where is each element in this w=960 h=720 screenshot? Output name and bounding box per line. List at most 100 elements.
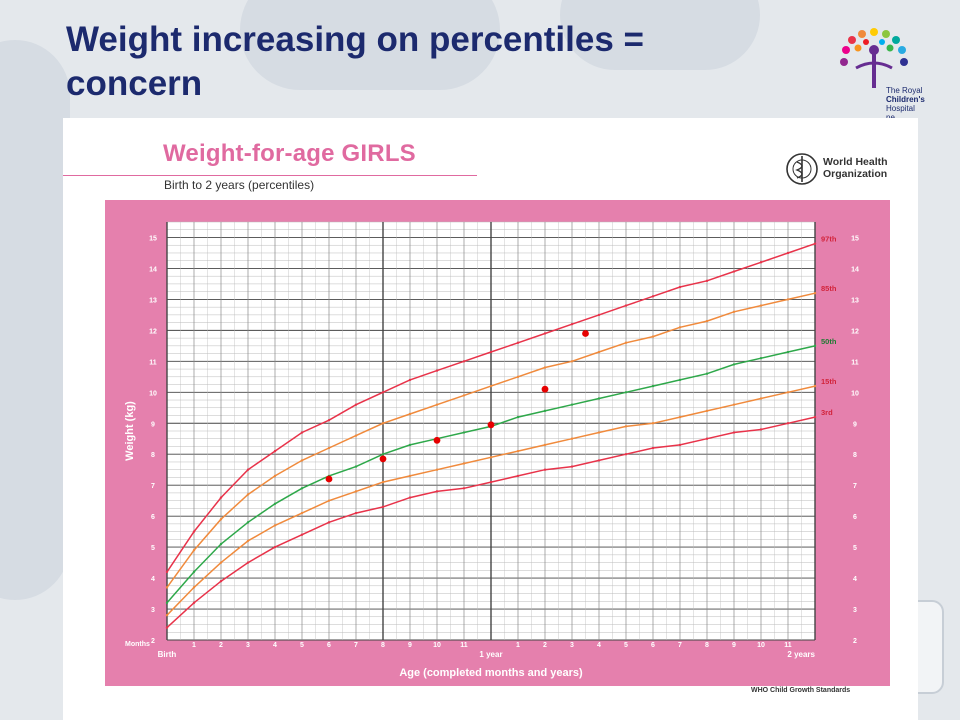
percentile-marker — [300, 533, 304, 536]
percentile-marker — [678, 378, 682, 382]
x-tick-label: 1 — [516, 642, 520, 649]
percentile-marker — [678, 285, 682, 289]
y-tick-label: 3 — [151, 607, 155, 614]
percentile-marker — [705, 437, 709, 440]
percentile-marker — [759, 261, 763, 264]
title-divider — [63, 175, 477, 176]
percentile-marker — [678, 443, 682, 447]
percentile-marker — [354, 434, 358, 437]
measurement-point — [487, 421, 495, 429]
y-tick-label: 7 — [151, 483, 155, 490]
chart-title: Weight-for-age GIRLS — [163, 140, 416, 167]
percentile-marker — [543, 332, 547, 335]
footer-note: WHO Child Growth Standards — [751, 687, 851, 694]
plotted-points — [325, 330, 589, 483]
percentile-marker — [408, 443, 412, 447]
y-tick-label: 13 — [149, 297, 157, 304]
percentile-marker — [219, 579, 223, 583]
y-tick-label: 15 — [149, 235, 157, 242]
percentile-marker — [246, 493, 250, 496]
percentile-marker — [786, 251, 790, 255]
percentile-marker — [408, 412, 412, 416]
percentile-marker — [165, 626, 169, 629]
y-tick-label-right: 5 — [853, 545, 857, 552]
measurement-point — [433, 436, 441, 444]
percentile-marker — [651, 422, 655, 425]
x-tick-label: 3 — [570, 642, 574, 649]
percentile-marker — [219, 561, 223, 564]
percentile-marker — [462, 487, 466, 490]
growth-chart: 97th 85th 50th 15th 3rd 2 2 3 3 4 4 5 5 6 6 7 7 8 8 9 9 10 10… — [105, 200, 890, 686]
x-tick-label: 10 — [433, 642, 441, 649]
percentile-marker — [408, 496, 412, 499]
y-tick-label-right: 2 — [853, 638, 857, 645]
y-tick-label: 14 — [149, 266, 157, 273]
percentile-marker — [327, 499, 331, 502]
percentile-marker — [516, 375, 520, 379]
percentile-marker — [570, 360, 574, 363]
percentile-marker — [705, 319, 709, 323]
percentile-marker — [246, 468, 250, 471]
x-tick-label: 8 — [705, 642, 709, 649]
y-axis-label: Weight (kg) — [124, 401, 136, 461]
percentile-marker — [273, 449, 277, 453]
percentile-marker — [597, 431, 601, 434]
chart-subtitle: Birth to 2 years (percentiles) — [164, 178, 315, 192]
percentile-marker — [597, 313, 601, 317]
y-tick-label: 2 — [151, 638, 155, 645]
percentile-marker — [273, 545, 277, 549]
percentile-marker — [651, 295, 655, 298]
percentile-marker — [759, 428, 763, 431]
background-shape — [560, 0, 760, 70]
percentile-marker — [624, 391, 628, 394]
percentile-marker — [381, 505, 385, 509]
percentile-marker — [327, 418, 331, 422]
percentile-marker — [192, 601, 196, 605]
percentile-marker — [732, 310, 736, 313]
percentile-marker — [219, 518, 223, 521]
percentile-marker — [759, 397, 763, 400]
percentile-marker — [786, 298, 790, 301]
measurement-point — [541, 385, 549, 393]
percentile-marker — [597, 459, 601, 462]
percentile-lines: 97th 85th 50th 15th 3rd — [165, 235, 837, 629]
percentile-marker — [570, 403, 574, 406]
percentile-marker — [813, 344, 817, 348]
percentile-marker — [570, 437, 574, 440]
x-tick-label: 4 — [597, 642, 601, 649]
percentile-marker — [624, 425, 628, 428]
percentile-marker — [246, 561, 250, 564]
percentile-marker — [435, 468, 439, 471]
percentile-marker — [435, 403, 439, 406]
x-tick-label: 9 — [732, 642, 736, 649]
percentile-marker — [543, 366, 547, 369]
x-tick-label: 3 — [246, 642, 250, 649]
percentile-marker — [192, 549, 196, 552]
months-label: Months — [125, 641, 150, 648]
percentile-marker — [300, 431, 304, 434]
percentile-marker — [651, 384, 655, 388]
percentile-marker — [462, 462, 466, 465]
percentile-marker — [516, 474, 520, 478]
percentile-marker — [462, 394, 466, 397]
y-tick-label-right: 7 — [853, 483, 857, 490]
measurement-point — [325, 475, 333, 483]
series-label-97th: 97th — [821, 235, 837, 244]
percentile-marker — [192, 570, 196, 574]
tree-icon — [840, 28, 908, 88]
percentile-marker — [219, 496, 223, 499]
y-tick-label-right: 8 — [853, 452, 857, 459]
y-tick-label-right: 14 — [851, 266, 859, 273]
percentile-marker — [408, 474, 412, 478]
percentile-marker — [408, 378, 412, 382]
percentile-marker — [786, 422, 790, 425]
measurement-point — [582, 330, 589, 337]
percentile-marker — [678, 415, 682, 419]
y-tick-label-right: 15 — [851, 235, 859, 242]
percentile-marker — [813, 415, 817, 419]
percentile-marker — [489, 350, 493, 354]
x-tick-label: 10 — [757, 642, 765, 649]
x-tick-label: 4 — [273, 642, 277, 649]
y-tick-label: 11 — [149, 359, 157, 366]
percentile-marker — [732, 431, 736, 434]
